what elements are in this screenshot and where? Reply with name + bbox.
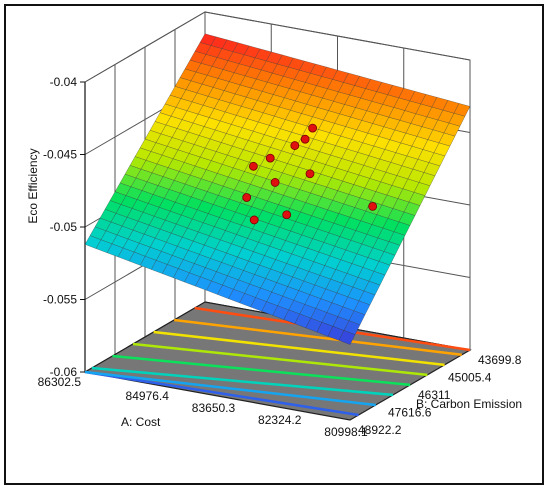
surface-cell — [338, 330, 356, 345]
z-tick-label: -0.06 — [50, 365, 78, 379]
z-tick-label: -0.055 — [43, 293, 77, 307]
design-point — [300, 134, 310, 144]
y-tick-label: 47616.6 — [388, 406, 432, 420]
design-point — [248, 161, 258, 171]
z-axis-label: Eco Efficiency — [26, 148, 40, 223]
design-point — [290, 141, 300, 150]
contour-line — [84, 370, 376, 407]
y-tick-label: 46311 — [418, 388, 451, 402]
x-tick-label: 82324.2 — [258, 413, 302, 427]
contour-line — [84, 370, 359, 417]
x-tick-label: 83650.3 — [192, 401, 236, 415]
contour-line — [91, 366, 394, 397]
design-point — [368, 202, 378, 211]
design-point — [305, 169, 315, 179]
y-tick-label: 45005.4 — [448, 371, 492, 385]
wall-gridline — [84, 11, 471, 83]
design-point — [242, 193, 252, 202]
design-points — [242, 123, 378, 225]
design-point — [249, 215, 259, 225]
x-tick-label: 86302.5 — [38, 375, 82, 389]
contour-line — [153, 330, 445, 367]
x-tick-label: 84976.4 — [126, 389, 170, 403]
z-tick-label: -0.04 — [50, 75, 78, 89]
contour-line — [132, 342, 428, 377]
design-point — [265, 153, 275, 163]
y-tick-label: 43699.8 — [478, 353, 522, 367]
y-tick-label: 48922.2 — [358, 423, 402, 437]
z-tick-label: -0.05 — [50, 220, 78, 234]
x-tick-label: 80998.1 — [324, 425, 368, 439]
response-surface — [84, 33, 471, 345]
contour-line — [173, 318, 462, 357]
z-tick-label: -0.045 — [43, 148, 77, 162]
design-point — [282, 210, 292, 220]
y-axis-label: B: Carbon Emission — [416, 397, 522, 411]
design-point — [270, 178, 280, 187]
contour-line — [112, 354, 411, 387]
design-point — [308, 123, 318, 133]
x-axis-label: A: Cost — [121, 415, 161, 429]
